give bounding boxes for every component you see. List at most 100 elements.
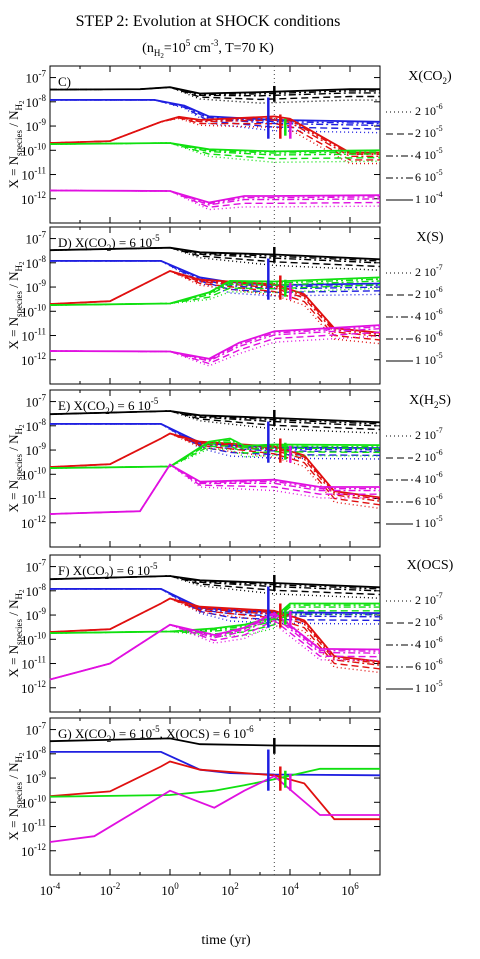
y-tick-label: 10-9	[26, 117, 47, 134]
series-line-red-dash-dot-dot	[49, 432, 381, 500]
y-tick-label: 10-11	[21, 166, 46, 183]
series-line-blue-dashed	[50, 99, 381, 130]
x-axis-tick-labels: 10-4 10-2 100 102 104 106	[40, 881, 360, 898]
series-line-black-solid	[49, 737, 381, 747]
series-line-red-solid	[49, 115, 380, 154]
y-tick-label: 10-7	[26, 230, 47, 247]
series-line-red-solid	[49, 597, 381, 663]
legend-title: X(CO2)	[408, 69, 452, 86]
panel-D: 10-7 10-8 10-9 10-10 10-11 10-12X = Nspecies …	[6, 226, 381, 385]
panel-F: 10-7 10-8 10-9 10-10 10-11 10-12X = Nspecies …	[6, 554, 381, 713]
series-line-green-solid	[49, 767, 380, 798]
series-line-magenta-dashed	[49, 619, 381, 681]
legend-C: X(CO2) 2 10-6 2 10-5 4 10-5 6 10-5 1 10-4	[386, 69, 452, 206]
y-tick-label: 10-10	[21, 302, 46, 319]
legend-entry: 6 10-6	[415, 657, 443, 673]
y-tick-label: 10-12	[21, 351, 46, 368]
series-line-red-solid	[49, 270, 381, 334]
series-line-magenta-solid	[49, 612, 381, 681]
series-line-magenta-dotted	[49, 623, 381, 681]
legend-entry: 2 10-5	[415, 124, 443, 140]
series-line-red-solid	[49, 432, 381, 499]
y-axis-label: X = Nspecies / NH2	[6, 424, 26, 513]
series-line-green-solid	[49, 276, 381, 306]
legend-entry: 1 10-5	[415, 679, 443, 695]
series-line-black-solid	[49, 410, 381, 424]
series-line-green-solid	[49, 437, 381, 469]
y-tick-label: 10-12	[21, 514, 46, 531]
series-line-green-solid	[49, 602, 380, 634]
figure-title: STEP 2: Evolution at SHOCK conditions	[76, 13, 341, 30]
y-tick-label: 10-10	[21, 630, 46, 647]
y-tick-label: 10-7	[26, 393, 47, 410]
series-line-magenta-solid	[49, 189, 381, 204]
x-axis-label: time (yr)	[201, 933, 251, 948]
series-line-magenta-dash-dot	[49, 615, 381, 681]
series-line-blue-solid	[50, 588, 381, 614]
series-line-red-dashed	[49, 117, 380, 161]
legend-entry: 2 10-7	[415, 263, 443, 279]
panel-label: G) X(CO2) = 6 10-5, X(OCS) = 6 10-6	[58, 724, 254, 744]
panel-label: C)	[58, 74, 71, 89]
legend-entry: 6 10-5	[415, 168, 443, 184]
series-line-green-solid	[49, 142, 381, 153]
series-line-blue-dash-dot-dot	[50, 260, 381, 288]
legend-entry: 4 10-6	[415, 470, 443, 486]
legend-D: X(S) 2 10-7 2 10-6 4 10-6 6 10-6 1 10-5	[386, 230, 444, 367]
y-axis-label: X = Nspecies / NH2	[6, 261, 26, 350]
figure-subtitle: (nH2=105 cm-3, T=70 K)	[142, 38, 274, 60]
y-tick-label: 10-9	[26, 769, 47, 786]
x-tick-label: 106	[341, 881, 359, 898]
legend-entry: 2 10-6	[415, 285, 443, 301]
legend-F: X(OCS) 2 10-7 2 10-6 4 10-6 6 10-6 1 10-5	[386, 558, 454, 695]
series-line-magenta-solid	[49, 775, 380, 843]
legend-entry: 2 10-7	[415, 426, 443, 442]
y-tick-label: 10-9	[26, 278, 47, 295]
y-tick-label: 10-8	[26, 582, 47, 599]
panel-label: E) X(CO2) = 6 10-5	[58, 396, 159, 416]
series-line-red-solid	[49, 760, 380, 821]
legend-entry: 1 10-5	[415, 351, 443, 367]
legend-entry: 1 10-5	[415, 514, 443, 530]
y-axis-label: X = Nspecies / NH2	[6, 100, 26, 189]
legend-entry: 6 10-6	[415, 492, 443, 508]
series-line-magenta-dash-dot-dot	[49, 463, 380, 515]
panel-C: 10-7 10-8 10-9 10-10 10-11 10-12X = Nspecies …	[6, 65, 381, 224]
y-tick-label: 10-7	[26, 721, 47, 738]
series-line-red-dash-dot-dot	[49, 597, 381, 664]
x-tick-label: 10-4	[40, 881, 61, 898]
series-line-red-dash-dot	[49, 116, 380, 158]
legend-entry: 4 10-5	[415, 146, 443, 162]
y-tick-label: 10-8	[26, 254, 47, 271]
y-tick-label: 10-7	[26, 69, 47, 86]
series-line-red-dotted	[49, 270, 381, 345]
y-tick-label: 10-10	[21, 141, 46, 158]
legend-E: X(H2S) 2 10-7 2 10-6 4 10-6 6 10-6 1 10-5	[386, 393, 451, 530]
legend-entry: 2 10-7	[415, 591, 443, 607]
legend-entry: 1 10-4	[415, 190, 443, 206]
y-tick-label: 10-10	[21, 793, 46, 810]
series-line-blue-solid	[50, 751, 381, 777]
panel-label: D) X(CO2) = 6 10-5	[58, 233, 160, 253]
y-tick-label: 10-8	[26, 745, 47, 762]
y-axis-label: X = Nspecies / NH2	[6, 752, 26, 841]
x-tick-label: 10-2	[100, 881, 121, 898]
series-line-blue-dash-dot-dot	[50, 423, 381, 451]
series-line-magenta-solid	[49, 324, 381, 360]
series-line-magenta-solid	[49, 463, 380, 515]
y-tick-label: 10-11	[21, 490, 46, 507]
legend-entry: 2 10-6	[415, 102, 443, 118]
x-tick-label: 100	[161, 881, 179, 898]
y-tick-label: 10-8	[26, 93, 47, 110]
panel-frame	[49, 389, 381, 548]
legend-title: X(OCS)	[407, 558, 454, 573]
x-tick-label: 104	[281, 881, 299, 898]
y-tick-label: 10-12	[21, 679, 46, 696]
y-tick-label: 10-10	[21, 465, 46, 482]
legend-entry: 6 10-6	[415, 329, 443, 345]
y-tick-label: 10-12	[21, 842, 46, 859]
y-axis-label: X = Nspecies / NH2	[6, 589, 26, 678]
panel-frame	[49, 226, 381, 385]
